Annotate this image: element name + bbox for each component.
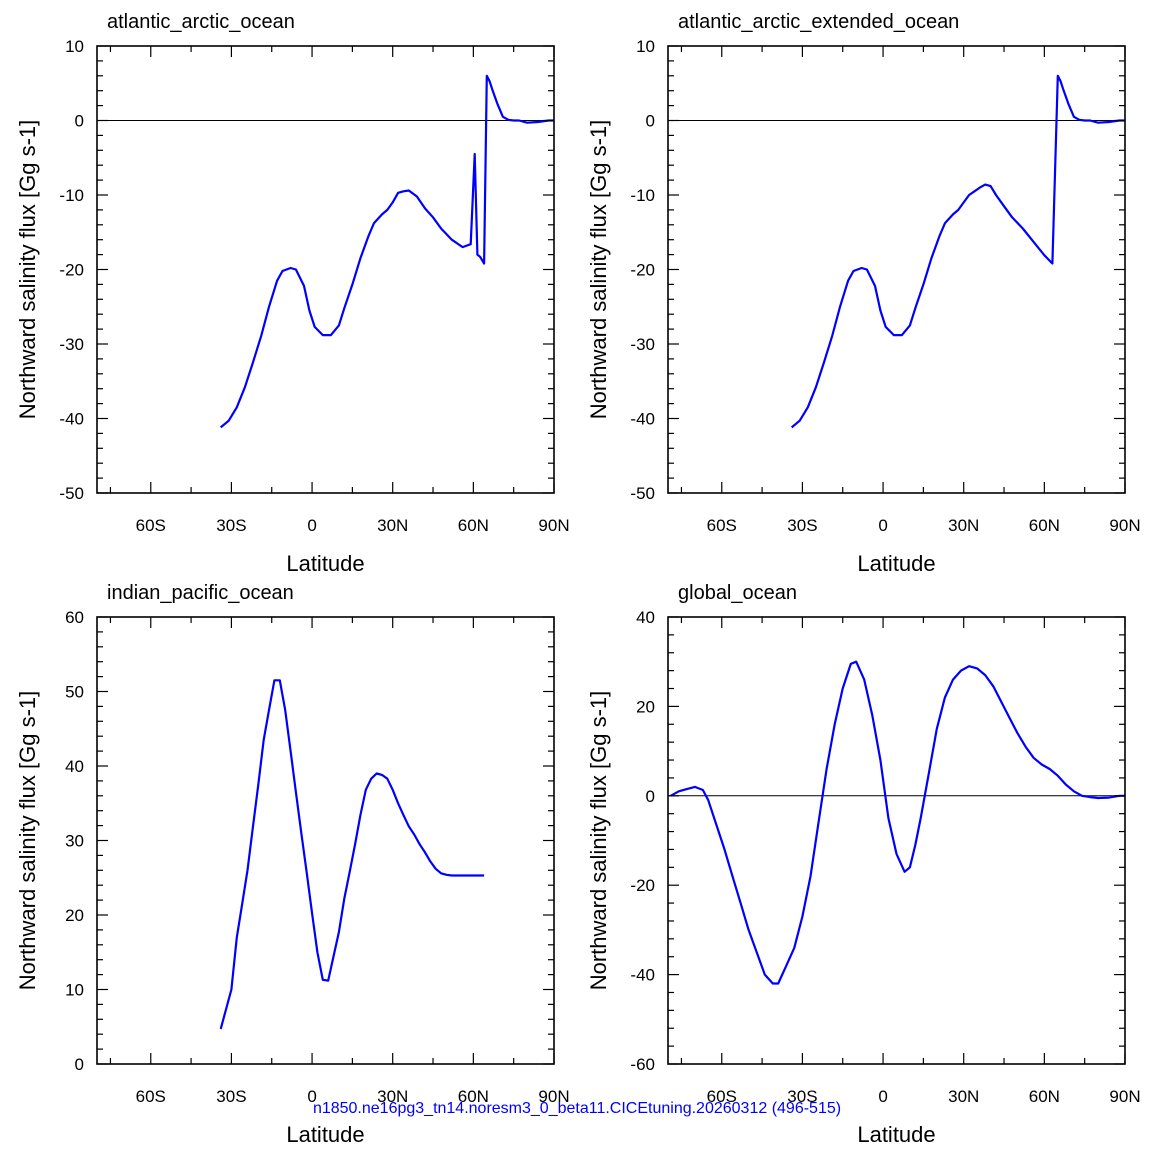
y-axis-label: Northward salinity flux [Gg s-1] [586,691,611,991]
panel-title: atlantic_arctic_extended_ocean [678,11,959,33]
plot-frame [667,616,1126,1065]
y-tick-label: 30 [65,832,84,851]
series-line-1 [219,74,554,429]
x-axis-label: Latitude [857,1122,935,1147]
series-line-1 [219,679,485,1030]
y-tick-label: 10 [65,981,84,1000]
panel-title: atlantic_arctic_ocean [107,11,295,33]
x-tick-label: 30S [787,1087,817,1106]
y-tick-label: 0 [646,112,655,131]
y-axis-label: Northward salinity flux [Gg s-1] [15,120,40,420]
y-tick-label: -10 [59,186,84,205]
panel-2: 60S 30S 0 30N 60N 90N -50 -40 -30 -20 -10 0 10 atlant… [586,11,1141,576]
y-tick-label: 0 [75,1055,84,1074]
x-tick-label: 60S [136,1087,166,1106]
x-tick-label: 90N [1109,1087,1140,1106]
y-tick-label: -50 [59,484,84,503]
x-tick-label: 60N [1029,516,1060,535]
y-tick-label: 40 [636,608,655,627]
run-caption: n1850.ne16pg3_tn14.noresm3_0_beta11.CICE… [312,1100,842,1117]
y-tick-label: -50 [630,484,655,503]
x-tick-label: 60S [136,516,166,535]
x-tick-label: 0 [307,1087,316,1106]
y-tick-label: -40 [630,410,655,429]
x-tick-label: 90N [1109,516,1140,535]
y-tick-label: 0 [75,112,84,131]
x-tick-label: 30S [216,516,246,535]
y-tick-label: -10 [630,186,655,205]
y-tick-label: 20 [636,697,655,716]
panel-4: 60S 30S 0 30N 60N 90N -60 -40 -20 0 20 40 global_oce… [586,582,1141,1147]
panel-title: global_ocean [678,582,797,604]
y-tick-label: -30 [630,335,655,354]
y-tick-label: -20 [630,876,655,895]
x-tick-label: 30N [377,1087,408,1106]
panel-title: indian_pacific_ocean [107,582,294,604]
y-tick-label: 60 [65,608,84,627]
panel-1: 60S 30S 0 30N 60N 90N -50 -40 -30 -20 -10 0 10 atlant… [15,11,570,576]
x-tick-label: 30N [948,1087,979,1106]
panel-3: 60S 30S 0 30N 60N 90N 0 10 20 30 40 50 60 indian_paci… [15,582,570,1147]
x-tick-label: 0 [878,516,887,535]
x-tick-label: 30N [948,516,979,535]
y-tick-label: 0 [646,787,655,806]
x-tick-label: 90N [538,516,569,535]
y-tick-label: -40 [59,410,84,429]
x-tick-label: 60S [707,1087,737,1106]
y-tick-label: -40 [630,966,655,985]
x-axis-label: Latitude [286,551,364,576]
y-tick-label: 20 [65,906,84,925]
x-tick-label: 90N [538,1087,569,1106]
y-tick-label: 10 [65,37,84,56]
x-tick-label: 60N [1029,1087,1060,1106]
x-tick-label: 0 [878,1087,887,1106]
y-tick-label: 50 [65,683,84,702]
x-tick-label: 60S [707,516,737,535]
x-tick-label: 30S [216,1087,246,1106]
x-axis-label: Latitude [286,1122,364,1147]
x-tick-label: 60N [458,516,489,535]
y-axis-label: Northward salinity flux [Gg s-1] [586,120,611,420]
x-tick-label: 30S [787,516,817,535]
x-tick-label: 30N [377,516,408,535]
plot-frame [96,616,555,1065]
y-tick-label: -60 [630,1055,655,1074]
x-tick-label: 60N [458,1087,489,1106]
series-line-1 [790,74,1125,429]
y-tick-label: 40 [65,757,84,776]
y-tick-label: 10 [636,37,655,56]
x-axis-label: Latitude [857,551,935,576]
y-axis-label: Northward salinity flux [Gg s-1] [15,691,40,991]
x-tick-label: 0 [307,516,316,535]
y-tick-label: -20 [59,261,84,280]
y-tick-label: -30 [59,335,84,354]
y-tick-label: -20 [630,261,655,280]
series-line-1 [670,660,1125,985]
